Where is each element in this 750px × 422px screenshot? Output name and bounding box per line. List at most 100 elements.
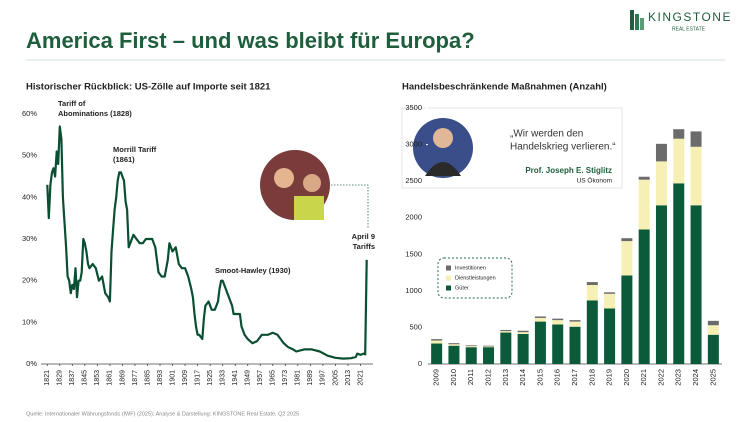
x-tick-label: 1837 <box>69 370 76 386</box>
x-tick-label: 2018 <box>587 369 596 386</box>
bar-segment <box>569 321 581 327</box>
bar-segment <box>655 161 667 206</box>
slide-title: America First – und was bleibt für Europ… <box>26 28 475 53</box>
x-tick-label: 1821 <box>44 370 51 386</box>
bar-segment <box>517 334 529 364</box>
y-tick-label: 40% <box>22 192 37 201</box>
chart-title: Handelsbeschränkende Maßnahmen (Anzahl) <box>402 82 607 93</box>
bar-segment <box>552 324 564 364</box>
x-tick-label: 2013 <box>345 370 352 386</box>
x-tick-label: 1973 <box>282 370 289 386</box>
x-tick-label: 1885 <box>144 370 151 386</box>
photo-detail <box>274 168 294 188</box>
legend-label: Güter <box>455 285 469 291</box>
bar-segment <box>534 321 546 364</box>
x-tick-label: 2016 <box>553 369 562 386</box>
legend-label: Investitionen <box>455 265 486 271</box>
x-tick-label: 1893 <box>157 370 164 386</box>
y-tick-label: 60% <box>22 109 37 118</box>
bar-segment <box>586 300 598 364</box>
annotation: Tariff of <box>58 99 86 108</box>
photo-detail <box>303 174 321 192</box>
y-tick-label: 500 <box>409 322 422 331</box>
legend-box <box>437 257 513 299</box>
bar-segment <box>621 241 633 276</box>
y-tick-label: 10% <box>22 317 37 326</box>
legend-swatch <box>446 285 451 291</box>
annotation: Tariffs <box>353 242 375 251</box>
bar-segment <box>655 143 667 162</box>
bar-segment <box>707 334 719 364</box>
bar-segment <box>621 238 633 242</box>
bar-segment <box>569 326 581 364</box>
bar-segment <box>552 320 564 325</box>
legend-swatch <box>446 275 451 281</box>
quote-line: Handelskrieg verlieren.“ <box>510 142 616 153</box>
x-tick-label: 2024 <box>691 369 700 386</box>
bar-segment <box>448 344 460 346</box>
legend-swatch <box>446 265 451 271</box>
x-tick-label: 2019 <box>605 369 614 386</box>
x-tick-label: 2020 <box>622 369 631 386</box>
x-tick-label: 2025 <box>708 369 717 386</box>
legend-label: Dienstleistungen <box>455 275 496 281</box>
y-tick-label: 3000 <box>405 140 422 149</box>
x-tick-label: 1925 <box>207 370 214 386</box>
x-tick-label: 1909 <box>182 370 189 386</box>
bar-segment <box>707 320 719 326</box>
y-tick-label: 0 <box>418 359 422 368</box>
bar-segment <box>517 330 529 333</box>
bar-segment <box>500 329 512 332</box>
x-tick-label: 1981 <box>295 370 302 386</box>
y-tick-label: 1500 <box>405 249 422 258</box>
x-tick-label: 2010 <box>449 369 458 386</box>
y-tick-label: 50% <box>22 151 37 160</box>
bar-segment <box>500 331 512 333</box>
quote-photo-detail <box>425 162 461 176</box>
bar-segment <box>465 346 477 348</box>
logo: KINGSTONE REAL ESTATE <box>630 10 732 32</box>
bar-segment <box>448 343 460 345</box>
chart-title: Historischer Rückblick: US-Zölle auf Imp… <box>26 82 271 93</box>
bar-segment <box>483 346 495 348</box>
x-tick-label: 1917 <box>194 370 201 386</box>
x-tick-label: 1965 <box>270 370 277 386</box>
x-tick-label: 1997 <box>320 370 327 386</box>
quote-line: „Wir werden den <box>510 129 583 140</box>
logo-mark <box>635 14 639 30</box>
x-tick-label: 1933 <box>220 370 227 386</box>
leader-line <box>331 184 369 228</box>
bar-segment <box>534 316 546 318</box>
bar-segment <box>690 131 702 147</box>
x-tick-label: 2017 <box>570 369 579 386</box>
bar-segment <box>673 129 685 139</box>
x-tick-label: 1957 <box>257 370 264 386</box>
x-tick-label: 2015 <box>535 369 544 386</box>
bar-segment <box>465 345 477 347</box>
bar-segment <box>707 325 719 335</box>
annotation: Abominations (1828) <box>58 109 132 118</box>
bar-segment <box>690 146 702 206</box>
bar-segment <box>621 275 633 364</box>
x-tick-label: 1829 <box>57 370 64 386</box>
bar-segment <box>483 345 495 347</box>
bar-segment <box>569 320 581 322</box>
photo-detail <box>294 196 324 220</box>
logo-text: KINGSTONE <box>648 10 732 24</box>
annotation: (1861) <box>113 155 135 164</box>
x-tick-label: 2005 <box>332 370 339 386</box>
x-tick-label: 2011 <box>466 369 475 385</box>
bar-segment <box>604 292 616 294</box>
x-tick-label: 2012 <box>484 369 493 386</box>
bar-segment <box>431 340 443 344</box>
bar-segment <box>655 205 667 364</box>
y-tick-label: 0% <box>26 359 37 368</box>
annotation: April 9 <box>352 232 375 241</box>
x-tick-label: 1901 <box>169 370 176 386</box>
x-tick-label: 2023 <box>674 369 683 386</box>
logo-mark <box>640 18 644 30</box>
x-tick-label: 2021 <box>357 370 364 386</box>
bar-segment <box>483 347 495 364</box>
